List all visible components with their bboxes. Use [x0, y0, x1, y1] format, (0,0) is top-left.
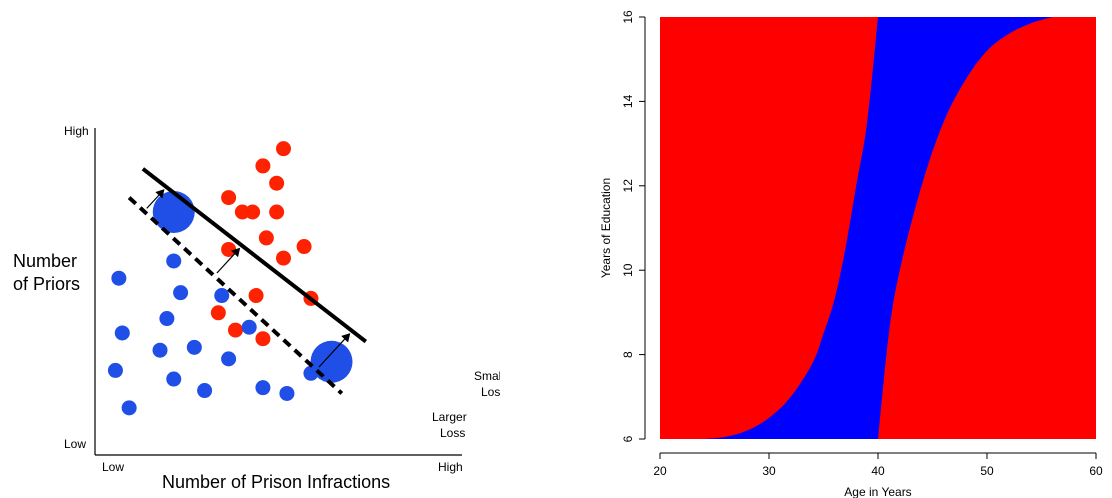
y-tick-label: 16 — [621, 10, 635, 24]
x-tick-label: 30 — [762, 464, 776, 478]
y-tick-label: 6 — [621, 435, 635, 442]
red-point — [276, 250, 291, 266]
blue-point — [214, 288, 230, 304]
red-point — [255, 158, 271, 174]
y-tick-label: 8 — [621, 351, 635, 358]
red-point — [269, 175, 285, 191]
blue-point — [186, 339, 202, 355]
blue-point — [255, 380, 271, 396]
red-point — [269, 204, 285, 220]
loss-scatter-chart: High Low Low High Number of Prison Infra… — [13, 124, 500, 492]
large-point — [310, 340, 353, 383]
red-point — [296, 239, 312, 255]
large-point — [152, 191, 195, 233]
blue-point — [241, 319, 257, 335]
y-axis-label: Number of Priors — [13, 251, 82, 294]
blue-point — [152, 342, 168, 358]
red-point — [258, 230, 274, 246]
blue-band — [703, 17, 1053, 439]
y-tick-label: 12 — [621, 179, 635, 193]
blue-point — [279, 385, 295, 401]
red-point — [276, 141, 291, 157]
blue-point — [166, 371, 182, 387]
red-point — [245, 204, 261, 220]
red-point — [255, 331, 271, 347]
loss-arrow — [318, 333, 351, 368]
blue-point — [166, 253, 182, 269]
x-tick-label: 50 — [980, 464, 994, 478]
loss-arrow — [216, 247, 241, 274]
blue-point — [159, 311, 175, 327]
red-point — [248, 288, 264, 304]
y-tick-label: 14 — [621, 94, 635, 108]
y-tick-label: 10 — [621, 263, 635, 277]
red-point — [227, 322, 243, 338]
x-axis-label: Number of Prison Infractions — [162, 472, 390, 492]
red-point — [210, 305, 226, 321]
red-point — [234, 204, 250, 220]
blue-point — [121, 400, 137, 416]
blue-point — [173, 285, 189, 301]
blue-point — [114, 325, 130, 341]
blue-point — [197, 383, 213, 399]
blue-point — [111, 270, 127, 286]
y-axis-label: Years of Education — [599, 178, 613, 278]
red-point — [221, 190, 237, 206]
x-tick-label: 60 — [1089, 464, 1103, 478]
x-tick-label-high: High — [438, 460, 463, 474]
loss-arrow — [146, 189, 165, 209]
larger-loss-label: Larger Loss — [432, 410, 470, 440]
education-age-chart: 20 30 40 50 60 6 8 10 12 14 16 Age in Years Years … — [599, 10, 1103, 498]
y-tick-label-low: Low — [64, 437, 86, 451]
x-axis-label: Age in Years — [844, 485, 911, 498]
x-tick-label: 40 — [871, 464, 885, 478]
x-tick-label: 20 — [653, 464, 667, 478]
y-tick-label-high: High — [64, 124, 89, 138]
smaller-loss-label: Smaller Loss — [474, 369, 500, 399]
blue-point — [107, 362, 123, 378]
solid-boundary-line — [141, 167, 368, 344]
blue-point — [221, 351, 237, 367]
dashed-boundary-line — [127, 196, 344, 395]
x-tick-label-low: Low — [102, 460, 124, 474]
